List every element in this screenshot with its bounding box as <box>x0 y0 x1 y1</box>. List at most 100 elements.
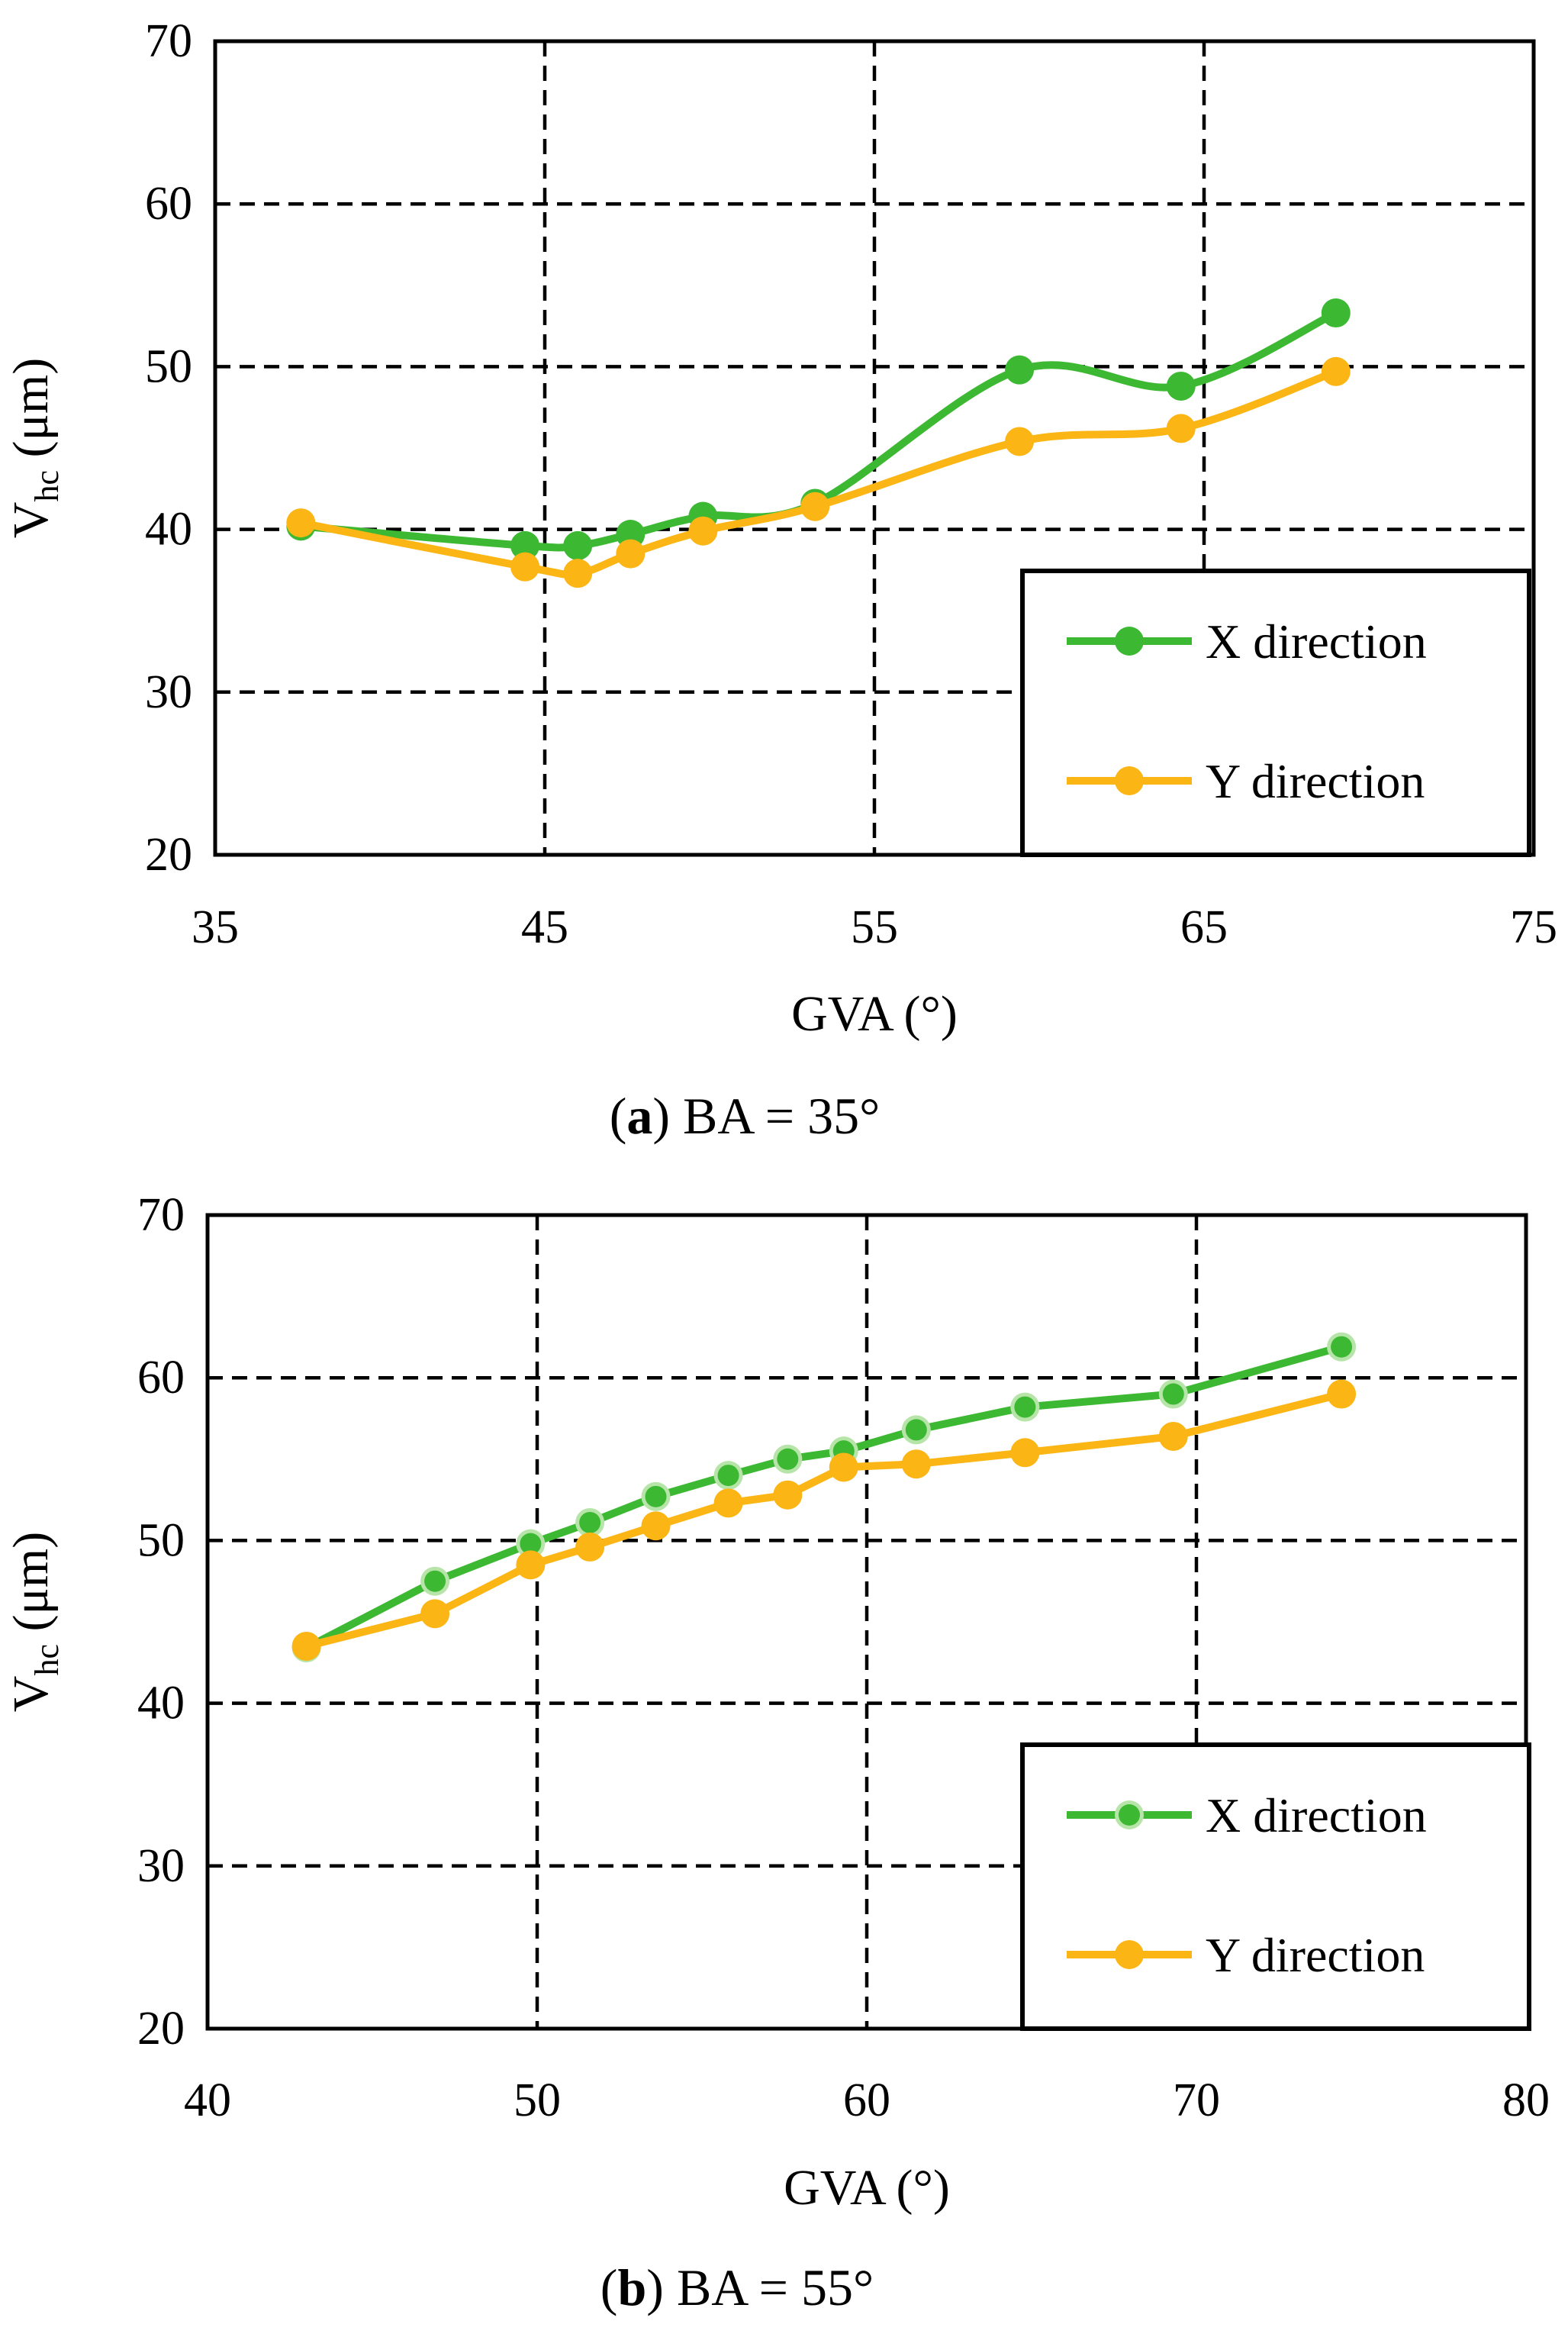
y-axis-label-main: V <box>3 502 59 539</box>
y-tick-label: 60 <box>137 1352 185 1404</box>
y-tick-label: 60 <box>145 178 192 230</box>
data-point <box>901 1449 931 1479</box>
plot-frame <box>205 1213 1528 2031</box>
figure-caption: (a) BA = 35° <box>610 1087 881 1145</box>
figure-caption: (b) BA = 55° <box>600 2258 874 2316</box>
y-tick-label: 70 <box>145 15 192 67</box>
y-axis-label-unit: (μm) <box>3 358 59 470</box>
data-point <box>1166 371 1196 401</box>
legend: X direction Y direction <box>1020 1742 1531 2031</box>
y-tick-label: 20 <box>137 2003 185 2055</box>
x-tick-label: 65 <box>1180 901 1228 953</box>
y-tick-label: 50 <box>137 1514 185 1566</box>
data-point <box>641 1511 671 1541</box>
y-tick-label: 40 <box>145 504 192 556</box>
data-point <box>420 1599 450 1629</box>
y-axis-label: Vhc (μm) <box>3 358 66 538</box>
legend-swatch-marker <box>1115 766 1144 795</box>
caption-paren-close: ) <box>652 1087 670 1145</box>
data-point <box>688 516 718 546</box>
x-axis-label: GVA (°) <box>784 2160 950 2216</box>
x-tick-label: 70 <box>1173 2074 1220 2126</box>
legend-label: X direction <box>1206 614 1427 669</box>
legend-box <box>1020 569 1531 857</box>
data-point <box>1166 414 1196 443</box>
x-tick-label: 50 <box>514 2074 561 2126</box>
x-tick-label: 60 <box>843 2074 890 2126</box>
series-y-direction <box>286 356 1351 588</box>
legend-swatch-marker <box>1115 1940 1144 1969</box>
data-point <box>905 1419 927 1441</box>
legend-swatch-marker <box>1119 1804 1140 1826</box>
x-tick-label: 55 <box>851 901 898 953</box>
data-point <box>1162 1383 1184 1405</box>
series-line <box>302 1390 1346 1650</box>
caption-text: BA = 55° <box>664 2258 874 2316</box>
legend-label: Y direction <box>1206 754 1425 808</box>
data-point <box>829 1452 858 1482</box>
data-point <box>1014 1396 1036 1418</box>
data-point <box>777 1448 799 1470</box>
y-tick-label: 70 <box>137 1189 185 1241</box>
y-axis-label: Vhc (μm) <box>3 1532 66 1712</box>
data-point <box>579 1511 601 1533</box>
data-point <box>1321 356 1351 386</box>
x-tick-label: 75 <box>1510 901 1557 953</box>
caption-paren-close: ) <box>646 2258 664 2316</box>
y-axis-label-main: V <box>3 1676 59 1713</box>
legend-box <box>1020 1742 1531 2031</box>
data-point <box>616 539 646 569</box>
y-axis-label-unit: (μm) <box>3 1532 59 1644</box>
y-tick-label: 40 <box>137 1678 185 1729</box>
chart-panel-a: 20 30 40 50 60 70 35 45 55 65 75 GVA (°) Vhc (μm) X d… <box>3 15 1557 1145</box>
data-point <box>717 1465 739 1487</box>
x-tick-label: 40 <box>184 2074 231 2126</box>
legend: X direction Y direction <box>1020 569 1531 857</box>
data-point <box>773 1480 803 1510</box>
chart-panel-b: 20 30 40 50 60 70 40 50 60 70 80 GVA (°) Vhc (μm) X d… <box>3 1189 1550 2316</box>
legend-label: Y direction <box>1206 1928 1425 1982</box>
data-point <box>713 1488 743 1518</box>
data-point <box>1005 355 1035 385</box>
data-point <box>575 1532 605 1562</box>
data-point <box>563 530 593 560</box>
plot-frame <box>213 39 1536 857</box>
caption-text: BA = 35° <box>670 1087 880 1145</box>
data-point <box>800 492 830 521</box>
data-point <box>645 1485 667 1507</box>
x-tick-label: 80 <box>1502 2074 1550 2126</box>
data-point <box>1010 1438 1040 1468</box>
data-point <box>516 1550 546 1580</box>
data-point <box>520 1533 542 1555</box>
legend-swatch-marker <box>1115 627 1144 656</box>
caption-panel-label: a <box>626 1087 652 1145</box>
y-tick-label: 30 <box>145 666 192 718</box>
caption-panel-label: b <box>617 2258 646 2316</box>
legend-label: X direction <box>1206 1788 1427 1842</box>
data-point <box>563 559 593 588</box>
data-point <box>1005 427 1035 456</box>
y-tick-label: 20 <box>145 829 192 881</box>
data-point <box>286 508 316 538</box>
y-tick-label: 30 <box>137 1840 185 1892</box>
x-tick-label: 45 <box>521 901 568 953</box>
data-point <box>1331 1336 1353 1358</box>
x-axis-label: GVA (°) <box>791 986 958 1042</box>
series-y-direction <box>291 1379 1357 1661</box>
data-point <box>291 1631 321 1661</box>
series-line <box>297 367 1340 579</box>
series-line <box>302 1343 1346 1652</box>
data-point <box>1158 1421 1188 1451</box>
x-tick-label: 35 <box>192 901 239 953</box>
data-point <box>424 1570 446 1592</box>
data-point <box>1321 298 1351 328</box>
data-point <box>1327 1379 1357 1409</box>
data-point <box>510 530 540 560</box>
data-point <box>510 552 540 582</box>
caption-paren-open: ( <box>610 1087 627 1145</box>
y-axis-label-subscript: hc <box>28 1644 66 1676</box>
caption-paren-open: ( <box>600 2258 618 2316</box>
y-axis-label-subscript: hc <box>28 470 66 502</box>
y-tick-label: 50 <box>145 340 192 392</box>
